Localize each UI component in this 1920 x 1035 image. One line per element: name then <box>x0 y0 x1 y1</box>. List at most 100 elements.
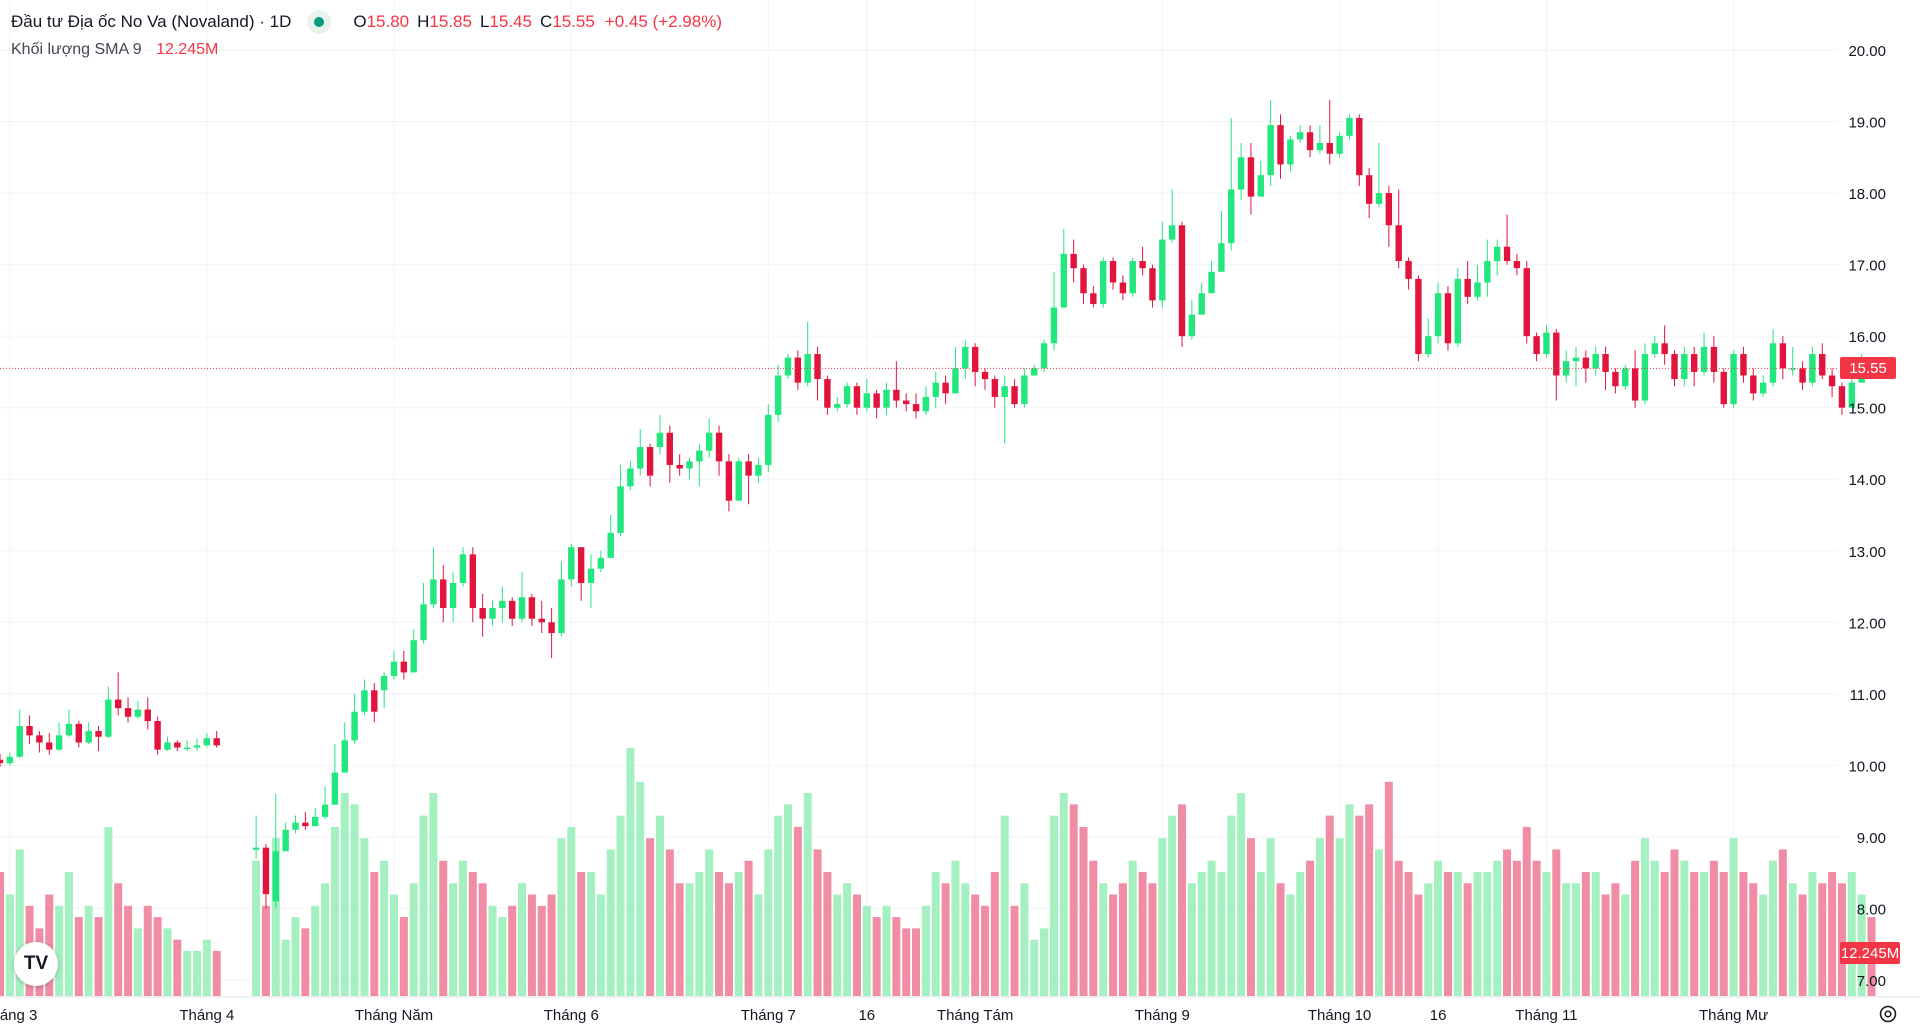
volume-bar <box>360 838 369 996</box>
candle-body <box>971 346 979 372</box>
volume-bar <box>990 872 999 996</box>
market-status-icon[interactable] <box>307 10 332 34</box>
candle-body <box>1297 132 1304 140</box>
candle-body <box>1464 278 1471 297</box>
candle-body <box>883 389 890 408</box>
volume-bar <box>212 950 221 996</box>
volume-bar <box>1128 860 1137 996</box>
price-tick-label: 11.00 <box>1850 687 1886 704</box>
volume-bar <box>94 917 103 996</box>
volume-bar <box>104 826 113 996</box>
volume-bar <box>1197 872 1206 996</box>
volume-bar <box>1148 883 1157 996</box>
volume-bar <box>55 905 64 996</box>
volume-bar <box>1729 838 1738 996</box>
candle-body <box>1612 371 1619 387</box>
volume-bar <box>1335 838 1344 996</box>
candle-body <box>558 579 565 634</box>
price-tick-label: 16.00 <box>1848 329 1886 346</box>
candle-body <box>1425 336 1432 355</box>
volume-bar <box>301 928 310 996</box>
candle-body <box>341 740 348 773</box>
volume-bar <box>518 883 527 996</box>
volume-bar <box>488 905 497 996</box>
candle-body <box>607 532 614 558</box>
price-tick-label: 9.00 <box>1857 830 1886 847</box>
volume-bar <box>409 883 418 996</box>
candle-body <box>1631 368 1639 401</box>
volume-bar <box>1591 872 1600 996</box>
volume-bar <box>321 883 330 996</box>
candle-body <box>390 661 398 676</box>
price-tick-label: 18.00 <box>1848 186 1886 203</box>
volume-bar <box>675 883 684 996</box>
candle-body <box>1208 271 1215 294</box>
volume-bar <box>419 815 428 996</box>
candle-body <box>1848 382 1855 408</box>
candle-body <box>863 393 870 408</box>
candle-body <box>666 432 673 465</box>
volume-bar <box>705 849 714 996</box>
candle-body <box>1168 225 1176 240</box>
candle-body <box>1395 225 1402 262</box>
volume-bar <box>852 894 861 996</box>
volume-bar <box>557 838 566 996</box>
candle-body <box>1247 157 1255 197</box>
candle-body <box>548 622 555 634</box>
candle-body <box>430 579 437 605</box>
candle-body <box>1218 243 1225 272</box>
price-axis[interactable]: 20.00 19.00 18.00 17.00 16.00 15.00 14.00 13.00… <box>1848 43 1886 990</box>
candle-body <box>371 690 378 712</box>
volume-bar <box>931 872 940 996</box>
volume-indicator-name[interactable]: Khối lượng SMA 9 <box>11 41 142 58</box>
candle-body <box>1100 261 1107 304</box>
volume-bar <box>1680 860 1689 996</box>
volume-bar <box>1394 860 1403 996</box>
candle-body <box>213 738 220 746</box>
volume-bar <box>1719 872 1728 996</box>
volume-bar <box>478 883 487 996</box>
volume-bar <box>1700 872 1709 996</box>
volume-bar <box>114 883 123 996</box>
candle-body <box>577 547 585 583</box>
volume-bar <box>370 872 379 996</box>
symbol-title[interactable]: Đầu tư Địa ốc No Va (Novaland) · 1D <box>11 12 292 31</box>
candle-body <box>292 822 299 830</box>
volume-bar <box>813 849 822 996</box>
high-label: H <box>417 12 430 31</box>
volume-bar <box>1079 826 1088 996</box>
volume-bar <box>823 872 832 996</box>
time-tick-label: Tháng 10 <box>1308 1007 1371 1024</box>
volume-bar <box>1227 815 1236 996</box>
candle-body <box>1050 307 1058 344</box>
time-axis[interactable]: Tháng 3 Tháng 4 Tháng Năm Tháng 6 Tháng 7 16 T… <box>0 996 1920 1024</box>
volume-bar <box>695 872 704 996</box>
candle-body <box>144 709 151 722</box>
volume-bar <box>291 917 300 996</box>
volume-bar <box>1749 883 1758 996</box>
candle-body <box>1080 268 1087 294</box>
candle-body <box>1838 386 1846 408</box>
candle-body <box>1671 354 1678 380</box>
volume-bar <box>1709 860 1718 996</box>
volume-bar <box>1798 894 1807 996</box>
volume-bar <box>1493 860 1502 996</box>
volume-bar <box>1404 872 1413 996</box>
time-tick-label: Tháng 11 <box>1515 1007 1577 1024</box>
volume-indicator-value: 12.245M <box>156 41 219 58</box>
candle-body <box>1769 343 1777 383</box>
volume-bar <box>1532 860 1541 996</box>
volume-bar <box>1434 860 1443 996</box>
volume-bar <box>458 860 467 996</box>
settings-gear-icon[interactable] <box>1878 1004 1898 1024</box>
price-tick-label: 8.00 <box>1857 901 1886 918</box>
volume-bar <box>468 872 477 996</box>
volume-bar <box>1296 872 1305 996</box>
candle-body <box>1533 336 1540 355</box>
tradingview-logo-icon[interactable]: T​V <box>14 942 58 986</box>
time-tick-label: Tháng 9 <box>1135 1007 1190 1024</box>
volume-bar <box>311 905 320 996</box>
candle-body <box>538 618 545 623</box>
candle-body <box>262 847 270 895</box>
